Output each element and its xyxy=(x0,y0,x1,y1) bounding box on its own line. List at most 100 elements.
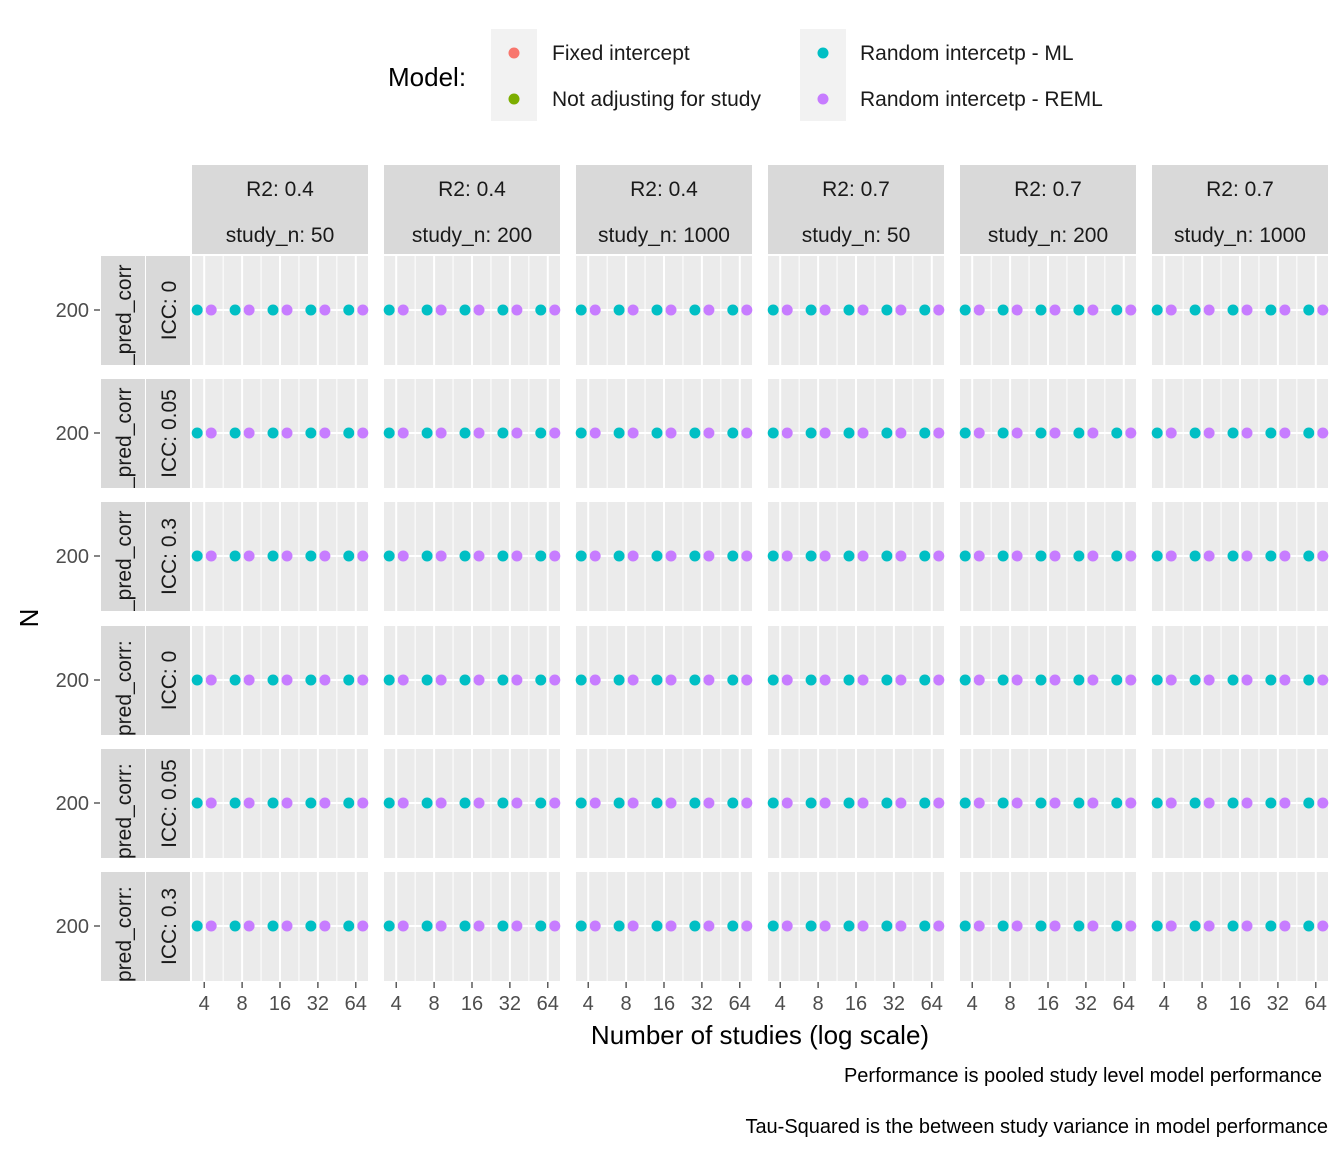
data-point xyxy=(397,550,409,562)
facet-panel xyxy=(575,626,753,735)
data-point xyxy=(305,920,317,932)
data-point xyxy=(1317,550,1329,562)
x-tick-label: 8 xyxy=(1197,993,1208,1015)
data-point xyxy=(727,427,739,439)
data-point xyxy=(1011,674,1023,686)
data-point xyxy=(651,797,663,809)
data-point xyxy=(1165,427,1177,439)
data-point xyxy=(305,304,317,316)
facet-panel xyxy=(767,749,945,858)
data-point xyxy=(997,920,1009,932)
facet-panels xyxy=(191,256,1329,981)
data-point xyxy=(1317,797,1329,809)
column-strip xyxy=(768,165,944,254)
data-point xyxy=(205,304,217,316)
data-point xyxy=(1203,920,1215,932)
data-point xyxy=(435,797,447,809)
data-point xyxy=(703,674,715,686)
data-point xyxy=(703,304,715,316)
data-point xyxy=(665,427,677,439)
facet-panel xyxy=(383,749,561,858)
data-point xyxy=(497,427,509,439)
data-point xyxy=(575,797,587,809)
data-point xyxy=(357,797,369,809)
data-point xyxy=(651,304,663,316)
data-point xyxy=(973,427,985,439)
data-point xyxy=(627,797,639,809)
facet-panel xyxy=(575,872,753,981)
data-point xyxy=(895,550,907,562)
data-point xyxy=(497,797,509,809)
data-point xyxy=(421,550,433,562)
data-point xyxy=(319,797,331,809)
data-point xyxy=(1125,674,1137,686)
data-point xyxy=(895,304,907,316)
data-point xyxy=(1165,304,1177,316)
data-point xyxy=(343,427,355,439)
data-point xyxy=(511,550,523,562)
data-point xyxy=(1303,550,1315,562)
data-point xyxy=(973,674,985,686)
facet-panel xyxy=(191,379,369,488)
data-point xyxy=(881,550,893,562)
data-point xyxy=(243,304,255,316)
data-point xyxy=(243,427,255,439)
data-point xyxy=(767,427,779,439)
data-point xyxy=(997,304,1009,316)
data-point xyxy=(397,920,409,932)
data-point xyxy=(727,797,739,809)
data-point xyxy=(1189,920,1201,932)
row-strip-inner xyxy=(146,626,190,735)
facet-panel xyxy=(959,379,1137,488)
data-point xyxy=(383,427,395,439)
data-point xyxy=(727,674,739,686)
data-point xyxy=(421,920,433,932)
data-point xyxy=(1125,920,1137,932)
data-point xyxy=(575,550,587,562)
data-point xyxy=(1049,427,1061,439)
data-point xyxy=(689,427,701,439)
data-point xyxy=(229,797,241,809)
data-point xyxy=(357,920,369,932)
data-point xyxy=(1241,797,1253,809)
data-point xyxy=(397,797,409,809)
data-point xyxy=(919,797,931,809)
data-point xyxy=(819,920,831,932)
data-point xyxy=(281,920,293,932)
data-point xyxy=(1073,920,1085,932)
data-point xyxy=(919,920,931,932)
data-point xyxy=(881,304,893,316)
data-point xyxy=(857,304,869,316)
data-point xyxy=(343,550,355,562)
data-point xyxy=(1165,920,1177,932)
row-strip-icc-label: ICC: 0.3 xyxy=(158,888,181,965)
data-point xyxy=(435,427,447,439)
data-point xyxy=(383,304,395,316)
row-strip-outer xyxy=(101,379,145,488)
data-point xyxy=(857,797,869,809)
data-point xyxy=(1189,797,1201,809)
legend: Model: Fixed intercept Not adjusting for … xyxy=(388,29,1103,121)
data-point xyxy=(397,427,409,439)
data-point xyxy=(741,304,753,316)
y-tick-label: 200 xyxy=(56,300,89,322)
x-tick-label: 64 xyxy=(729,993,751,1015)
data-point xyxy=(741,920,753,932)
data-point xyxy=(767,674,779,686)
data-point xyxy=(343,674,355,686)
data-point xyxy=(727,920,739,932)
data-point xyxy=(1011,427,1023,439)
x-tick-label: 32 xyxy=(307,993,329,1015)
data-point xyxy=(535,797,547,809)
data-point xyxy=(1011,550,1023,562)
data-point xyxy=(767,797,779,809)
data-point xyxy=(281,427,293,439)
facet-panel xyxy=(191,502,369,611)
y-tick-label: 200 xyxy=(56,916,89,938)
data-point xyxy=(1111,797,1123,809)
data-point xyxy=(243,920,255,932)
data-point xyxy=(689,920,701,932)
data-point xyxy=(205,674,217,686)
data-point xyxy=(319,550,331,562)
